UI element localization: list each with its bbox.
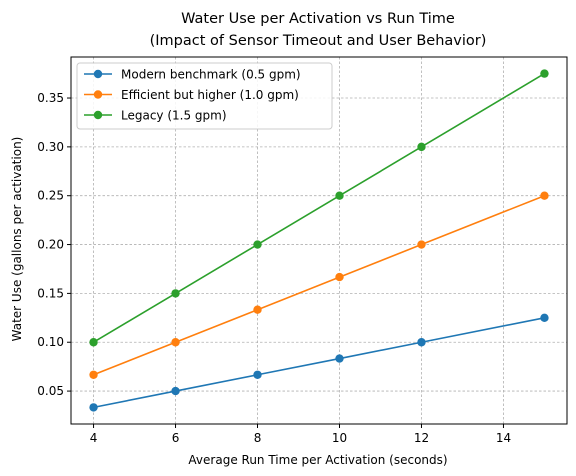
chart-subtitle: (Impact of Sensor Timeout and User Behav… xyxy=(150,33,487,49)
data-point xyxy=(89,338,98,347)
y-tick-label: 0.15 xyxy=(37,286,64,300)
legend-swatch-marker xyxy=(93,69,103,79)
y-axis-label: Water Use (gallons per activation) xyxy=(10,137,24,342)
legend-label: Legacy (1.5 gpm) xyxy=(121,109,227,123)
data-point xyxy=(89,403,98,412)
data-point xyxy=(335,272,344,282)
legend-label: Efficient but higher (1.0 gpm) xyxy=(121,88,299,102)
data-point xyxy=(253,240,262,249)
x-tick-label: 12 xyxy=(414,431,429,445)
data-point xyxy=(253,305,262,314)
y-tick-label: 0.30 xyxy=(37,140,64,154)
data-point xyxy=(417,240,426,249)
data-point xyxy=(540,69,549,78)
data-point xyxy=(417,338,426,347)
legend-box xyxy=(76,62,333,130)
y-tick-label: 0.20 xyxy=(37,238,64,252)
ticks: 4 6 8 10 12 14 0.05 0.10 0.15 0.20 0.25 0.30 0.35 xyxy=(37,91,511,445)
series-line xyxy=(93,317,545,409)
data-point xyxy=(540,191,549,200)
x-axis-label: Average Run Time per Activation (seconds… xyxy=(188,453,447,467)
x-tick-label: 8 xyxy=(254,431,262,445)
legend-swatch-marker xyxy=(93,110,103,120)
series-line xyxy=(93,194,545,376)
legend-swatch-marker xyxy=(93,90,103,99)
x-tick-label: 4 xyxy=(90,431,98,445)
data-point xyxy=(335,191,344,200)
data-point xyxy=(417,142,426,152)
data-point xyxy=(253,370,262,379)
y-tick-label: 0.35 xyxy=(37,91,64,105)
y-tick-label: 0.05 xyxy=(37,384,64,398)
legend-label: Modern benchmark (0.5 gpm) xyxy=(121,68,301,82)
series-line xyxy=(93,72,545,343)
data-point xyxy=(171,289,180,298)
x-tick-label: 6 xyxy=(172,431,180,445)
data-point xyxy=(89,370,98,379)
plot-area xyxy=(70,56,568,425)
chart-title: Water Use per Activation vs Run Time xyxy=(181,11,455,27)
series-layer xyxy=(89,69,549,412)
data-point xyxy=(540,313,549,323)
y-tick-label: 0.25 xyxy=(37,189,64,203)
data-point xyxy=(335,354,344,363)
data-point xyxy=(171,386,180,396)
data-point xyxy=(171,338,180,347)
x-tick-label: 10 xyxy=(332,431,347,445)
y-tick-label: 0.10 xyxy=(37,335,64,349)
legend: Modern benchmark (0.5 gpm) Efficient but … xyxy=(76,62,333,130)
x-tick-label: 14 xyxy=(496,431,511,445)
